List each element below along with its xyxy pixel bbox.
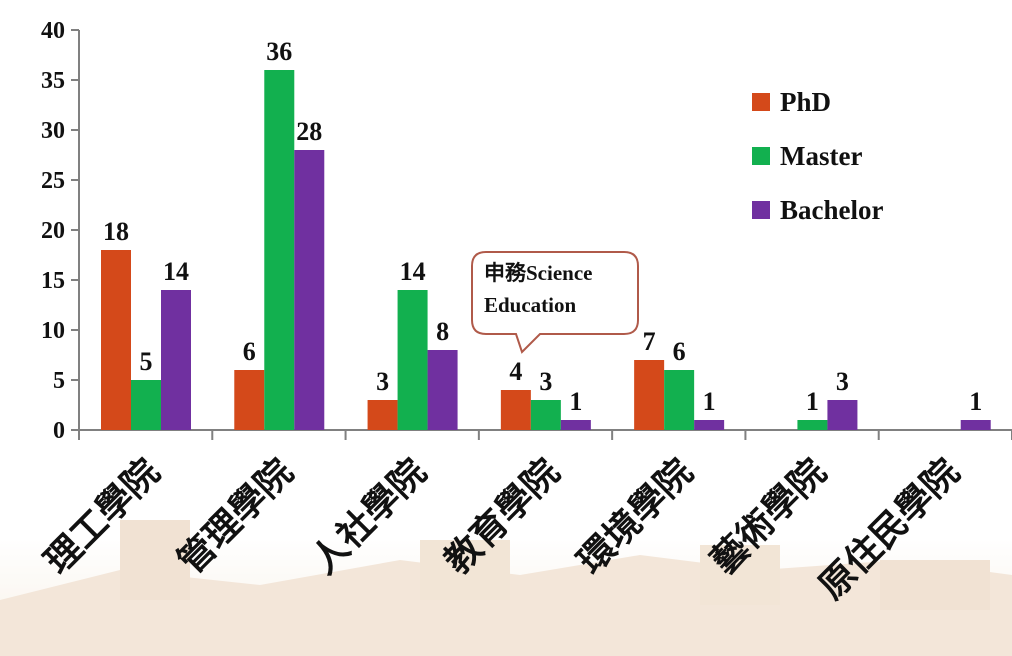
bar-master-2 [397,290,428,430]
bar-master-1 [264,70,295,430]
data-label-phd-0: 18 [103,217,129,246]
legend-swatch-bachelor [752,201,770,219]
bar-phd-3 [500,390,531,430]
bar-bachelor-5 [827,400,858,430]
y-tick-label: 15 [41,268,65,294]
data-label-master-3: 3 [539,367,552,396]
y-tick-label: 30 [41,118,65,144]
data-label-bachelor-5: 3 [836,367,849,396]
legend-label-bachelor: Bachelor [780,195,883,225]
bar-bachelor-2 [427,350,458,430]
y-tick-label: 40 [41,18,65,44]
bar-master-4 [664,370,695,430]
bar-bachelor-0 [161,290,191,430]
data-label-bachelor-6: 1 [969,387,982,416]
data-label-bachelor-2: 8 [436,317,449,346]
data-label-phd-4: 7 [643,327,656,356]
data-label-master-0: 5 [140,347,153,376]
data-label-phd-3: 4 [509,357,522,386]
data-label-master-4: 6 [673,337,686,366]
data-label-bachelor-4: 1 [703,387,716,416]
bar-master-5 [797,420,828,430]
callout-line-2: Education [484,293,577,317]
bars [101,70,991,430]
y-tick-label: 10 [41,318,65,344]
bar-phd-4 [634,360,665,430]
y-tick-label: 35 [41,68,65,94]
legend-label-phd: PhD [780,87,831,117]
legend-swatch-phd [752,93,770,111]
y-tick-label: 20 [41,218,65,244]
bar-phd-2 [367,400,398,430]
y-tick-label: 25 [41,168,65,194]
y-tick-label: 5 [53,368,65,394]
data-label-master-2: 14 [400,257,426,286]
bar-bachelor-4 [694,420,725,430]
legend-label-master: Master [780,141,862,171]
bar-phd-0 [101,250,131,430]
bar-master-0 [131,380,161,430]
data-label-bachelor-3: 1 [569,387,582,416]
callout-annotation: 申務Science Education [471,251,639,354]
bar-bachelor-3 [560,420,591,430]
legend: PhD Master Bachelor [752,87,883,225]
bar-master-3 [530,400,561,430]
data-label-master-5: 1 [806,387,819,416]
data-label-master-1: 36 [266,37,292,66]
background-building-illustration [0,520,1012,656]
bar-bachelor-1 [294,150,325,430]
legend-swatch-master [752,147,770,165]
y-tick-label: 0 [53,418,65,444]
data-label-phd-1: 6 [243,337,256,366]
data-label-bachelor-0: 14 [163,257,189,286]
bar-phd-1 [234,370,265,430]
callout-line-1: 申務Science [484,261,592,285]
data-label-phd-2: 3 [376,367,389,396]
data-label-bachelor-1: 28 [296,117,322,146]
bar-bachelor-6 [960,420,991,430]
callout-bubble [471,251,639,354]
